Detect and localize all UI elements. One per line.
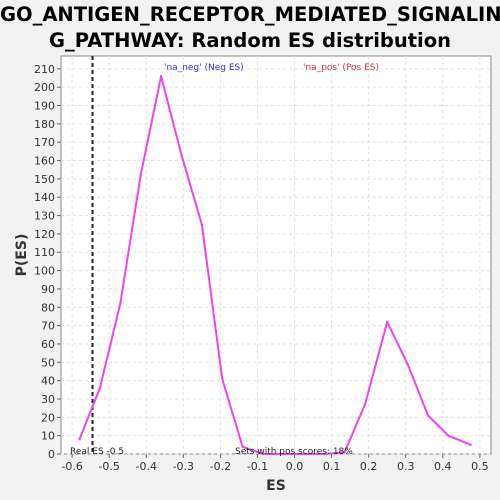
chart-title: GO_ANTIGEN_RECEPTOR_MEDIATED_SIGNALIN G_… — [0, 0, 500, 54]
data-point — [406, 362, 409, 366]
y-tick-label: 100 — [34, 265, 55, 278]
y-tick-label: 160 — [34, 155, 55, 168]
data-point — [221, 377, 224, 381]
data-point — [469, 443, 472, 447]
y-tick-label: 150 — [34, 173, 55, 186]
grid — [61, 56, 491, 455]
x-tick-label: -0.1 — [247, 460, 268, 473]
data-point — [426, 414, 430, 417]
data-point — [78, 438, 81, 441]
legend-neg: 'na_neg' (Neg ES) — [164, 63, 244, 73]
real-es-annotation: Real ES -0.5 — [70, 447, 124, 457]
chart-title-line-1: GO_ANTIGEN_RECEPTOR_MEDIATED_SIGNALIN — [0, 3, 500, 26]
sets-pos-annotation: Sets with pos scores: 18% — [235, 447, 353, 457]
x-tick-label: -0.3 — [173, 460, 194, 473]
x-tick-label: 0.3 — [397, 460, 415, 473]
plot-area — [60, 55, 492, 455]
data-point — [363, 403, 367, 406]
x-tick-label: 0.1 — [323, 460, 341, 473]
data-point — [159, 74, 163, 78]
x-axis-ticks: -0.6 -0.5 -0.4 -0.3 -0.2 -0.1 0.0 0.1 0.2 0.3 0.4 0… — [61, 454, 489, 473]
y-axis-ticks: 0 10 20 30 40 50 60 70 80 90 100 110 120 130 140 150 160… — [34, 63, 61, 461]
data-point — [200, 223, 204, 226]
x-tick-label: -0.5 — [98, 460, 119, 473]
x-tick-label: -0.4 — [136, 460, 157, 473]
y-tick-label: 20 — [41, 411, 55, 424]
data-point — [261, 452, 265, 456]
series-group — [78, 74, 472, 456]
y-tick-label: 40 — [41, 375, 55, 388]
x-axis-label: ES — [266, 478, 286, 494]
data-point — [180, 153, 183, 157]
y-tick-label: 200 — [34, 81, 55, 94]
data-point — [98, 386, 102, 390]
x-tick-label: 0.0 — [286, 460, 304, 473]
chart-title-line-2: G_PATHWAY: Random ES distribution — [49, 29, 451, 52]
x-tick-label: -0.2 — [210, 460, 231, 473]
y-tick-label: 120 — [34, 228, 55, 241]
data-point — [241, 445, 244, 448]
series-line — [78, 75, 471, 455]
data-point — [322, 452, 326, 456]
data-point — [119, 302, 122, 305]
x-tick-label: -0.6 — [61, 460, 82, 473]
y-tick-label: 140 — [34, 191, 55, 204]
y-tick-label: 210 — [34, 63, 55, 76]
y-axis-label: P(ES) — [14, 234, 30, 277]
y-tick-label: 10 — [41, 430, 55, 443]
y-tick-label: 0 — [48, 448, 55, 461]
data-point — [386, 320, 389, 324]
data-point — [302, 452, 306, 456]
x-tick-label: 0.2 — [360, 460, 378, 473]
x-tick-label: 0.5 — [471, 460, 489, 473]
y-tick-label: 70 — [41, 320, 55, 333]
data-point — [343, 450, 346, 454]
y-tick-label: 130 — [34, 210, 55, 223]
y-tick-label: 30 — [41, 393, 55, 406]
y-tick-label: 190 — [34, 100, 55, 113]
y-tick-label: 90 — [41, 283, 55, 296]
y-tick-label: 110 — [34, 246, 55, 259]
data-point — [447, 434, 450, 437]
y-tick-label: 170 — [34, 136, 55, 149]
y-tick-label: 180 — [34, 118, 55, 131]
y-tick-label: 50 — [41, 356, 55, 369]
legend-pos: 'na_pos' (Pos ES) — [303, 63, 379, 73]
data-point — [139, 174, 142, 177]
y-tick-label: 80 — [41, 301, 55, 314]
x-tick-label: 0.4 — [434, 460, 452, 473]
data-point — [282, 452, 285, 456]
y-tick-label: 60 — [41, 338, 55, 351]
